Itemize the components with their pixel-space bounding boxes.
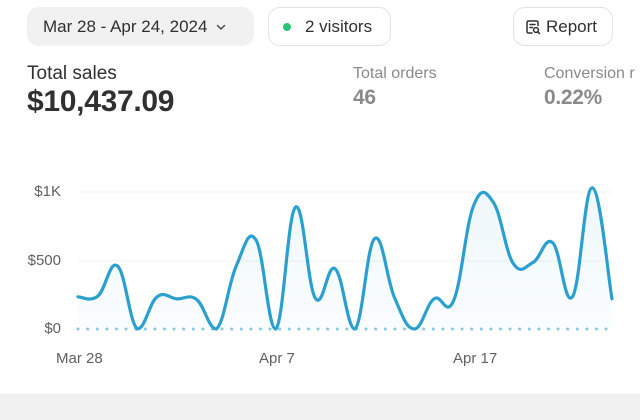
metric-label: Conversion r xyxy=(544,65,635,82)
sales-area-fill xyxy=(78,187,612,329)
chevron-down-icon xyxy=(217,24,226,30)
metric-conversion-rate[interactable]: Conversion r 0.22% xyxy=(544,65,635,110)
y-tick-1k: $1K xyxy=(34,183,61,200)
metric-label: Total orders xyxy=(353,65,437,82)
metric-label: Total sales xyxy=(27,63,117,84)
metric-value: $10,437.09 xyxy=(27,85,175,118)
x-tick-apr-17: Apr 17 xyxy=(453,350,498,367)
date-range-picker-button[interactable]: Mar 28 - Apr 24, 2024 xyxy=(27,7,254,46)
bottom-panel xyxy=(0,394,640,420)
date-range-label: Mar 28 - Apr 24, 2024 xyxy=(43,16,208,36)
y-tick-500: $500 xyxy=(27,252,61,269)
sales-line xyxy=(76,186,614,331)
visitors-label: 2 visitors xyxy=(305,16,373,36)
metric-total-orders[interactable]: Total orders 46 xyxy=(353,65,437,110)
metric-value: 0.22% xyxy=(544,86,603,109)
metric-total-sales[interactable]: Total sales $10,437.09 xyxy=(27,63,174,119)
x-tick-apr-7: Apr 7 xyxy=(259,350,295,367)
live-visitors-button[interactable]: 2 visitors xyxy=(268,7,391,46)
metric-value: 46 xyxy=(353,86,376,109)
report-search-icon xyxy=(526,19,541,34)
live-dot-icon xyxy=(283,22,291,31)
y-tick-0: $0 xyxy=(44,320,61,337)
report-button[interactable]: Report xyxy=(513,7,613,46)
report-label: Report xyxy=(546,16,598,36)
x-tick-mar-28: Mar 28 xyxy=(56,350,103,367)
toolbar: Mar 28 - Apr 24, 2024 2 visitors Report xyxy=(27,7,640,47)
